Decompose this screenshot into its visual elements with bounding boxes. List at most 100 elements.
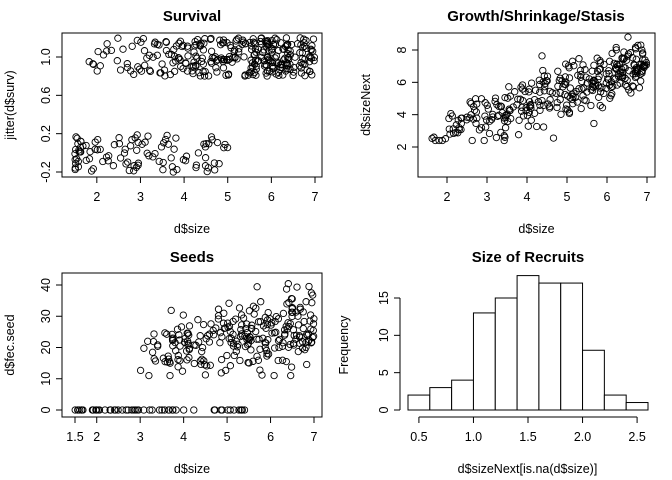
y-tick-label: 10: [39, 372, 53, 386]
data-point: [162, 46, 171, 55]
data-point: [192, 161, 201, 169]
data-point: [243, 336, 251, 344]
data-point: [234, 340, 242, 348]
y-tick-label: 6: [395, 79, 409, 86]
data-point: [124, 158, 132, 166]
data-point: [151, 357, 160, 365]
data-point: [173, 325, 182, 333]
panel-1: Survival 2 3 4 5 6 7 -0.2 0.2 0.6 1.0 d$size jitter(…: [3, 8, 323, 236]
data-point: [181, 157, 190, 165]
data-point: [168, 406, 177, 414]
data-point: [468, 136, 476, 145]
data-point: [600, 60, 608, 69]
data-point: [269, 63, 278, 72]
x-tick-label: 2.5: [628, 430, 645, 444]
y-tick-label: 10: [377, 328, 391, 342]
data-point: [138, 140, 146, 148]
data-point: [588, 86, 597, 95]
data-point: [243, 320, 251, 328]
data-point: [128, 42, 136, 50]
data-point: [225, 322, 234, 330]
data-point: [249, 302, 258, 310]
data-point: [275, 71, 283, 80]
data-point: [201, 154, 210, 162]
data-point: [240, 53, 248, 61]
data-point: [250, 50, 259, 59]
data-point: [253, 352, 261, 360]
data-point: [620, 63, 628, 71]
data-point: [219, 38, 228, 47]
data-point: [203, 332, 212, 340]
x-tick-label: 6: [604, 190, 611, 204]
data-point: [294, 321, 303, 329]
data-point: [193, 54, 201, 62]
data-point: [257, 40, 266, 48]
data-point: [559, 83, 567, 91]
data-point: [209, 326, 217, 335]
data-point: [540, 87, 548, 95]
x-tick-label: 1.5: [519, 430, 536, 444]
data-point: [207, 59, 216, 67]
data-point: [497, 128, 505, 137]
data-point: [307, 289, 316, 297]
x-axis-label: d$sizeNext[is.na(d$size)]: [458, 462, 598, 476]
data-point: [170, 45, 178, 54]
data-point: [178, 367, 187, 375]
data-point: [214, 56, 222, 64]
data-point: [566, 84, 574, 92]
data-point: [631, 70, 639, 78]
data-point: [201, 371, 210, 379]
data-point: [531, 86, 540, 94]
data-point: [172, 134, 180, 142]
data-point: [191, 37, 199, 46]
data-point: [518, 81, 527, 89]
data-point: [114, 406, 122, 414]
data-point: [150, 330, 158, 338]
data-point: [254, 318, 263, 326]
data-point: [590, 119, 598, 128]
panel-4: Size of Recruits 0.5 1.0 1.5 2.0 2.5 0 5 10 15 d$s…: [337, 249, 649, 476]
data-point: [491, 97, 499, 106]
data-point: [299, 60, 307, 68]
data-point: [71, 165, 79, 174]
data-point: [637, 41, 645, 49]
data-point: [226, 406, 234, 414]
data-point: [151, 149, 159, 158]
data-point: [262, 42, 270, 50]
data-point: [259, 48, 267, 56]
data-point: [252, 304, 260, 312]
data-point: [539, 66, 547, 75]
data-point: [544, 100, 552, 108]
data-point: [536, 106, 544, 114]
histogram-bar: [407, 394, 431, 411]
data-point: [431, 136, 440, 145]
data-point: [549, 134, 558, 142]
data-point: [296, 305, 304, 313]
y-tick-label: 0.6: [39, 87, 53, 104]
data-point: [247, 56, 255, 64]
data-point: [249, 70, 257, 79]
data-point: [106, 406, 114, 414]
x-tick-label: 6: [267, 430, 274, 444]
data-point: [180, 338, 189, 346]
data-point: [148, 406, 156, 414]
data-point: [125, 166, 133, 175]
data-point: [515, 116, 523, 124]
data-point: [519, 112, 528, 120]
y-tick-label: -0.2: [39, 161, 53, 183]
y-axis-label: Frequency: [337, 315, 351, 375]
data-point: [89, 165, 97, 173]
data-point: [237, 311, 246, 319]
data-point: [271, 344, 279, 352]
data-point: [192, 40, 200, 49]
data-point: [517, 107, 526, 115]
data-point: [252, 65, 260, 73]
data-point: [223, 351, 231, 360]
data-point: [214, 312, 223, 320]
data-point: [565, 109, 574, 118]
data-point: [73, 155, 81, 163]
data-point: [274, 315, 283, 323]
data-point: [189, 69, 197, 78]
data-point: [283, 300, 291, 308]
data-point: [596, 57, 604, 65]
